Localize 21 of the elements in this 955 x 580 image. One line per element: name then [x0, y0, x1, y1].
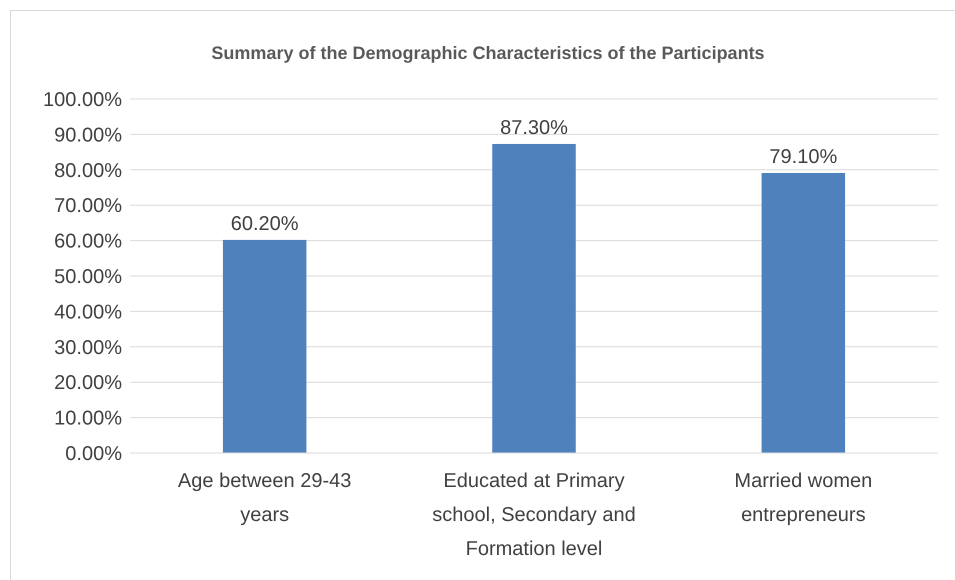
data-label: 60.20% [230, 212, 299, 235]
x-tick-label: Married women entrepreneurs [734, 470, 872, 526]
data-label: 87.30% [500, 116, 568, 139]
y-tick-label: 90.00% [54, 124, 122, 146]
data-label: 79.10% [769, 146, 838, 168]
y-tick-label: 60.00% [54, 230, 122, 253]
x-tick-label: Age between 29-43 years [178, 470, 352, 526]
y-tick-label: 10.00% [54, 408, 122, 430]
y-tick-label: 70.00% [54, 195, 122, 218]
y-tick-label: 100.00% [43, 89, 122, 111]
y-tick-label: 20.00% [54, 372, 122, 394]
chart-title: Summary of the Demographic Characteristics of the Participants [211, 43, 765, 63]
x-tick-label: Educated at Primary school, Secondary and Formation level [432, 470, 636, 560]
y-tick-label: 50.00% [54, 266, 122, 288]
y-tick-label: 40.00% [54, 301, 122, 324]
bar [762, 172, 846, 453]
y-tick-label: 80.00% [54, 160, 122, 182]
y-tick-label: 0.00% [65, 443, 122, 465]
bar [222, 240, 306, 453]
y-tick-label: 30.00% [54, 336, 122, 359]
bar [492, 144, 576, 453]
